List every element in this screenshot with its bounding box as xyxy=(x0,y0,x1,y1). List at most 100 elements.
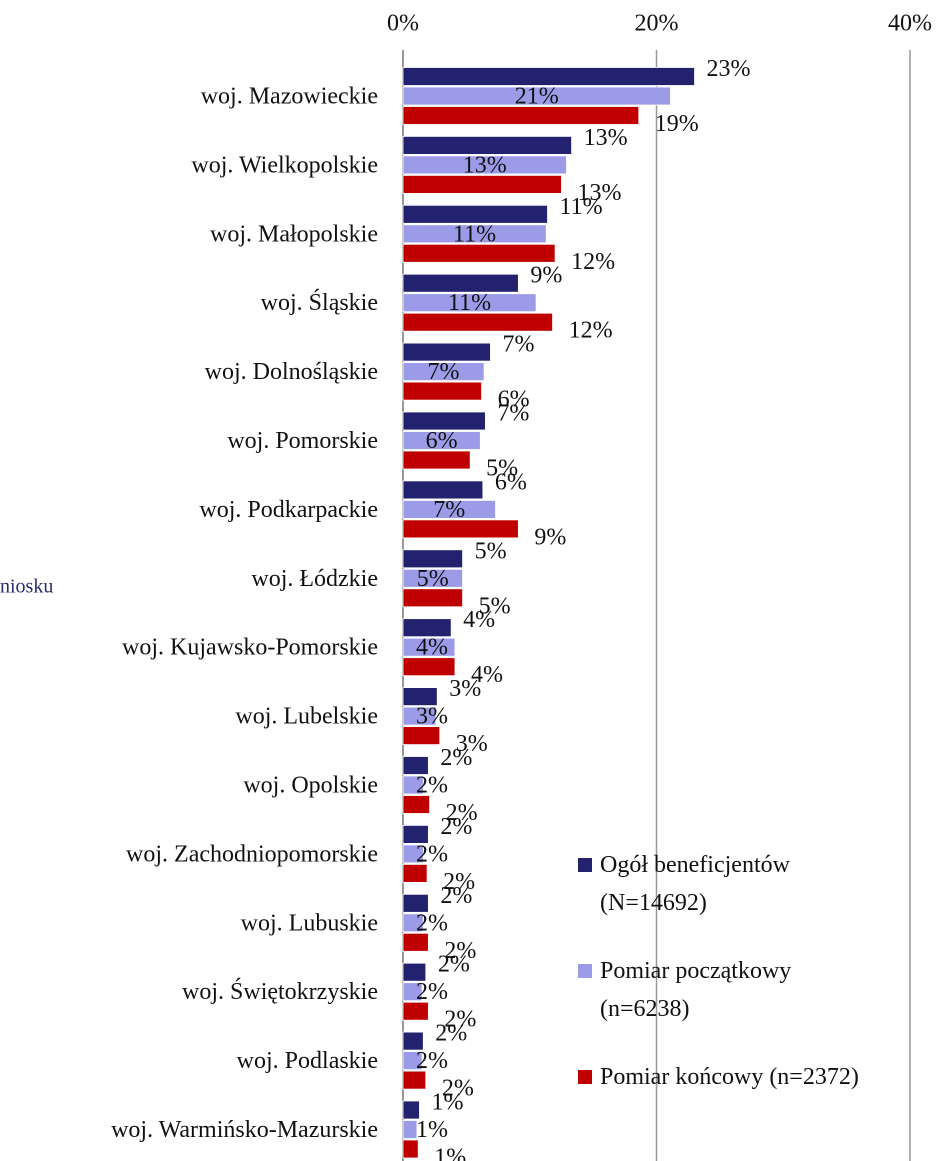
bar xyxy=(402,155,567,175)
bar xyxy=(402,450,471,470)
bar xyxy=(402,913,424,933)
value-label: 2% xyxy=(442,1076,474,1102)
bar xyxy=(402,342,491,362)
value-label: 2% xyxy=(416,979,448,1005)
y-tick-label: woj. Opolskie xyxy=(243,773,378,799)
y-tick-label: woj. Śląskie xyxy=(261,289,378,316)
bar xyxy=(402,588,463,608)
bar xyxy=(402,637,456,657)
bar xyxy=(402,549,463,569)
value-label: 2% xyxy=(440,745,472,771)
legend-label: Pomiar końcowy (n=2372) xyxy=(600,1064,859,1090)
bar xyxy=(402,1120,418,1139)
value-label: 4% xyxy=(463,607,495,633)
value-label: 5% xyxy=(475,538,507,564)
value-label: 6% xyxy=(426,428,458,454)
bar xyxy=(402,706,437,726)
value-label: 5% xyxy=(417,566,449,592)
y-tick-label: woj. Podlaskie xyxy=(237,1048,378,1074)
bar xyxy=(402,243,556,263)
bar xyxy=(402,932,429,952)
bar xyxy=(402,982,423,1002)
value-label: 4% xyxy=(471,662,503,688)
bar xyxy=(402,312,553,332)
value-label: 13% xyxy=(577,180,621,206)
value-label: 12% xyxy=(569,318,613,344)
value-label: 2% xyxy=(416,910,448,936)
y-tick-label: woj. Pomorskie xyxy=(227,428,378,454)
bar xyxy=(402,431,481,450)
y-tick-label: woj. Dolnośląskie xyxy=(205,359,378,385)
value-label: 5% xyxy=(479,593,511,619)
value-label: 6% xyxy=(495,469,527,495)
bar xyxy=(402,86,671,106)
x-tick-label: 0% xyxy=(387,11,419,37)
bar xyxy=(402,657,456,677)
bar xyxy=(402,204,548,224)
bar xyxy=(402,775,424,795)
value-label: 2% xyxy=(416,1048,448,1074)
value-label: 21% xyxy=(515,84,559,110)
value-label: 7% xyxy=(502,332,534,358)
bar xyxy=(402,844,424,864)
value-label: 2% xyxy=(444,1007,476,1033)
bar xyxy=(402,273,519,293)
value-label: 3% xyxy=(449,676,481,702)
y-tick-label: woj. Małopolskie xyxy=(210,221,378,247)
y-tick-label: woj. Lubelskie xyxy=(235,704,378,730)
y-tick-label: woj. Zachodniopomorskie xyxy=(126,841,378,867)
value-label: 2% xyxy=(416,841,448,867)
value-label: 1% xyxy=(416,1117,448,1143)
value-label: 1% xyxy=(431,1090,463,1116)
legend-label: Pomiar początkowy (n=6238) xyxy=(600,958,792,1022)
bar xyxy=(402,362,485,382)
value-label: 2% xyxy=(444,938,476,964)
value-label: 11% xyxy=(559,194,602,220)
value-label: 3% xyxy=(416,704,448,730)
bar xyxy=(402,618,452,638)
value-label: 19% xyxy=(655,111,699,137)
value-label: 9% xyxy=(530,263,562,289)
y-tick-label: woj. Kujawsko-Pomorskie xyxy=(122,635,378,661)
bar xyxy=(402,864,428,883)
legend-label: Ogół beneficjentów (N=14692) xyxy=(600,852,790,916)
bar xyxy=(402,1001,429,1021)
bar xyxy=(402,962,427,982)
value-label: 3% xyxy=(456,731,488,757)
bar xyxy=(402,1051,423,1070)
bar xyxy=(402,1031,424,1051)
value-label: 13% xyxy=(463,152,507,178)
bar xyxy=(402,293,537,313)
bar xyxy=(402,381,482,401)
bar xyxy=(402,795,431,814)
y-tick-label: woj. Warmińsko-Mazurskie xyxy=(111,1117,378,1143)
bar xyxy=(402,411,486,431)
value-label: 2% xyxy=(438,952,470,978)
bar xyxy=(402,135,572,155)
bar xyxy=(402,499,496,519)
value-label: 2% xyxy=(440,883,472,909)
value-label: 4% xyxy=(416,635,448,661)
bar xyxy=(402,174,562,194)
value-label: 2% xyxy=(416,773,448,799)
value-label: 11% xyxy=(453,221,496,247)
value-label: 7% xyxy=(433,497,465,523)
legend: Ogół beneficjentów (N=14692) Pomiar począ… xyxy=(578,846,868,1126)
y-tick-label: woj. Podkarpackie xyxy=(199,497,378,523)
y-tick-label: woj. Lubuskie xyxy=(241,910,378,936)
value-label: 9% xyxy=(534,524,566,550)
value-label: 12% xyxy=(571,249,615,275)
y-tick-label: woj. Świętokrzyskie xyxy=(182,978,378,1005)
bar xyxy=(402,825,429,844)
y-tick-label: woj. Wielkopolskie xyxy=(191,152,378,178)
value-label: 5% xyxy=(486,456,518,482)
value-label: 23% xyxy=(707,56,751,82)
value-label: 7% xyxy=(428,359,460,385)
bar xyxy=(402,1100,420,1120)
y-tick-label: woj. Łódzkie xyxy=(251,566,378,592)
bar xyxy=(402,1139,419,1159)
y-tick-label: woj. Mazowieckie xyxy=(201,84,378,110)
value-label: 7% xyxy=(497,401,529,427)
